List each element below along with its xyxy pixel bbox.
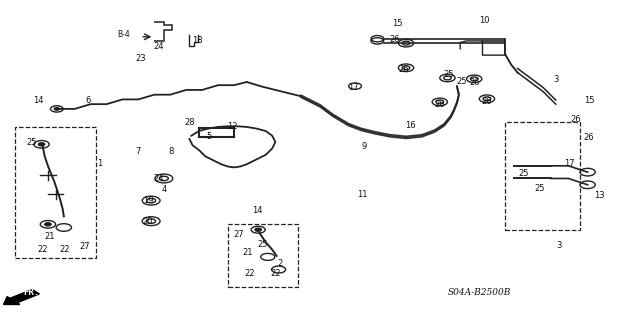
Text: 26: 26 [482, 97, 492, 107]
Text: 26: 26 [469, 78, 479, 86]
Text: 10: 10 [479, 17, 490, 26]
Text: 3: 3 [553, 75, 559, 84]
Text: 12: 12 [227, 122, 237, 131]
Circle shape [45, 223, 51, 226]
Text: 6: 6 [85, 97, 91, 106]
Text: 27: 27 [79, 242, 90, 251]
Text: 22: 22 [244, 270, 255, 278]
Text: 19: 19 [143, 196, 153, 205]
Text: 17: 17 [348, 83, 358, 92]
Text: 15: 15 [392, 19, 403, 28]
Text: S04A-B2500B: S04A-B2500B [447, 288, 511, 297]
Text: 22: 22 [60, 245, 70, 254]
Text: FR.: FR. [23, 288, 40, 297]
Text: 18: 18 [193, 36, 203, 45]
Text: 11: 11 [358, 190, 368, 199]
Text: 21: 21 [243, 248, 253, 257]
Text: 4: 4 [162, 185, 167, 194]
Text: 22: 22 [270, 270, 281, 278]
Text: 2: 2 [277, 259, 282, 268]
Circle shape [38, 143, 45, 146]
Text: 7: 7 [136, 147, 141, 156]
Text: 13: 13 [594, 191, 604, 200]
Text: 21: 21 [44, 232, 54, 241]
Text: 14: 14 [33, 97, 44, 106]
Text: 9: 9 [362, 142, 367, 151]
Text: 25: 25 [534, 184, 545, 193]
Text: 26: 26 [399, 65, 410, 74]
Text: 14: 14 [252, 206, 263, 215]
Circle shape [255, 228, 261, 231]
Text: 26: 26 [584, 133, 594, 143]
Text: 26: 26 [389, 35, 400, 44]
Text: 17: 17 [564, 159, 575, 168]
Text: 16: 16 [405, 121, 416, 130]
Text: 1: 1 [97, 159, 103, 168]
Text: 26: 26 [571, 115, 582, 123]
Text: 25: 25 [27, 137, 37, 147]
Text: 23: 23 [135, 54, 146, 63]
Text: 24: 24 [154, 174, 164, 183]
Text: 8: 8 [169, 147, 174, 156]
Text: 25: 25 [257, 241, 268, 249]
Text: 25: 25 [518, 169, 529, 178]
Text: 25: 25 [444, 70, 454, 79]
Text: 15: 15 [584, 97, 594, 106]
FancyArrow shape [4, 289, 40, 305]
Text: 24: 24 [154, 42, 164, 51]
Text: 5: 5 [207, 132, 212, 141]
Text: 25: 25 [456, 77, 467, 85]
Text: B-4: B-4 [117, 30, 130, 39]
Text: 22: 22 [38, 245, 48, 254]
Text: 20: 20 [143, 217, 153, 226]
Text: 26: 26 [435, 100, 445, 109]
Circle shape [54, 108, 60, 110]
Text: 28: 28 [185, 118, 195, 127]
Text: 3: 3 [556, 241, 562, 250]
Text: 27: 27 [233, 230, 244, 239]
